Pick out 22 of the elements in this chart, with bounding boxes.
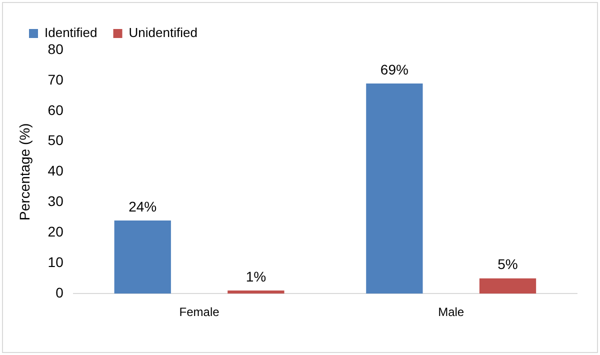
y-tick-label: 50 bbox=[48, 132, 64, 148]
bar bbox=[228, 290, 284, 294]
data-label: 24% bbox=[128, 198, 157, 214]
legend-label: Identified bbox=[44, 25, 98, 40]
y-tick-label: 60 bbox=[48, 102, 64, 118]
data-label: 5% bbox=[498, 256, 518, 272]
bar bbox=[366, 83, 423, 294]
y-axis-title: Percentage (%) bbox=[16, 123, 32, 220]
y-tick-label: 20 bbox=[48, 224, 64, 240]
x-tick-label: Female bbox=[179, 305, 220, 320]
legend-label: Unidentified bbox=[128, 25, 198, 40]
x-tick-label: Male bbox=[438, 305, 464, 320]
bar bbox=[479, 278, 536, 294]
y-tick-label: 70 bbox=[48, 71, 64, 88]
data-label: 69% bbox=[380, 61, 408, 78]
data-label: 1% bbox=[246, 268, 266, 284]
y-tick-label: 30 bbox=[48, 193, 64, 210]
y-tick-label: 10 bbox=[48, 254, 64, 270]
y-tick-label: 40 bbox=[48, 162, 64, 179]
y-tick-label: 80 bbox=[48, 40, 64, 57]
bar bbox=[114, 220, 171, 294]
y-tick-label: 0 bbox=[56, 284, 64, 300]
